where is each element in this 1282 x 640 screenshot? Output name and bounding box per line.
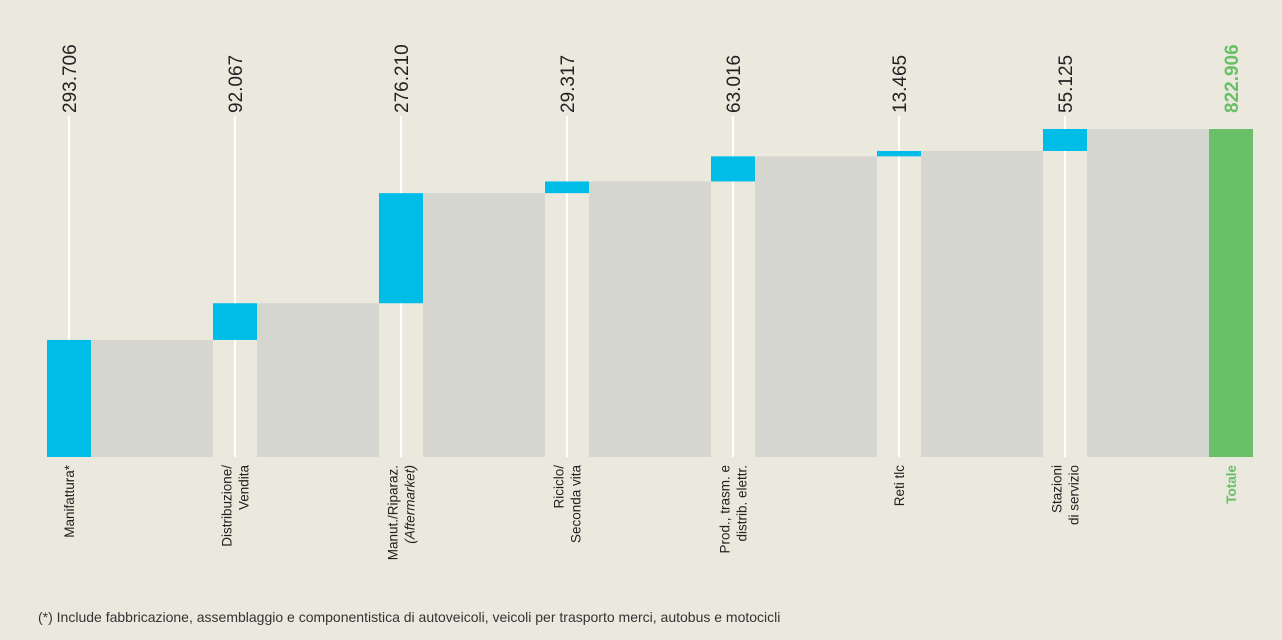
value-label: 92.067 [226, 55, 247, 113]
connector-area [921, 151, 1043, 457]
category-label: di servizio [1067, 465, 1082, 525]
connector-area [423, 193, 545, 457]
category-label: Distribuzione/ [220, 465, 235, 547]
increment-bar [213, 303, 257, 340]
category-label: Stazioni [1050, 465, 1065, 513]
value-label: 55.125 [1056, 55, 1077, 113]
increment-bar [1043, 129, 1087, 151]
connector-area [257, 303, 379, 457]
category-label: Manut./Riparaz. [386, 465, 401, 560]
category-label: Manifattura* [62, 464, 77, 538]
increment-bar [379, 193, 423, 303]
connector-area [1087, 129, 1209, 457]
category-label: Totale [1224, 465, 1239, 504]
total-bar [1209, 129, 1253, 457]
increment-bar [47, 340, 91, 457]
value-label: 293.706 [60, 44, 81, 113]
increment-bar [545, 181, 589, 193]
category-label: Vendita [237, 465, 252, 511]
value-label: 276.210 [392, 44, 413, 113]
category-label: (Aftermarket) [403, 465, 418, 544]
value-label: 63.016 [724, 55, 745, 113]
category-label: Riciclo/ [552, 465, 567, 509]
category-label: Prod., trasm. e [718, 465, 733, 554]
increment-bar [711, 156, 755, 181]
category-label: Reti tlc [892, 465, 907, 507]
value-label: 29.317 [558, 55, 579, 113]
connector-area [91, 340, 213, 457]
footnote: (*) Include fabbricazione, assemblaggio … [38, 609, 780, 625]
value-label: 13.465 [890, 55, 911, 113]
category-label: distrib. elettr. [735, 465, 750, 542]
connector-area [589, 181, 711, 457]
increment-bar [877, 151, 921, 156]
category-label: Seconda vita [569, 465, 584, 544]
connector-area [755, 156, 877, 457]
value-label: 822.906 [1222, 44, 1243, 113]
